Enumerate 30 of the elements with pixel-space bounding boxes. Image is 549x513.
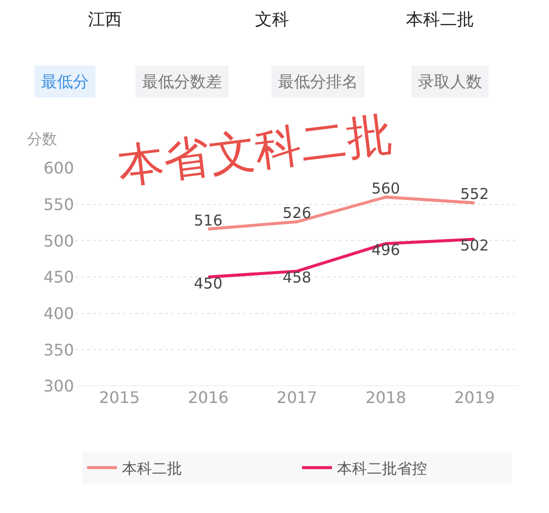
legend-label: 本科二批 xyxy=(122,460,182,478)
y-tick-label: 550 xyxy=(43,194,74,214)
text: 录取人数 xyxy=(418,72,482,91)
text: 最低分排名 xyxy=(278,72,358,91)
data-label: 552 xyxy=(460,185,489,204)
x-tick-label: 2018 xyxy=(365,388,406,407)
text: 文科 xyxy=(255,10,289,30)
y-tick-label: 600 xyxy=(43,158,74,178)
text: 本科二批 xyxy=(406,10,474,30)
x-tick-label: 2019 xyxy=(454,388,495,407)
x-tick-label: 2015 xyxy=(99,388,140,407)
text: 最低分数差 xyxy=(142,72,222,91)
data-label: 458 xyxy=(282,268,312,286)
text: 江西 xyxy=(88,10,122,30)
x-tick-label: 2017 xyxy=(276,388,318,407)
y-axis-title: 分数 xyxy=(27,130,57,148)
legend-label: 本科二批省控 xyxy=(337,460,427,478)
data-label: 450 xyxy=(194,274,223,292)
y-tick-label: 450 xyxy=(43,268,74,287)
data-label: 496 xyxy=(371,240,400,259)
data-label: 560 xyxy=(371,179,400,198)
y-tick-label: 400 xyxy=(43,304,74,323)
text: 最低分 xyxy=(41,72,89,91)
y-tick-label: 350 xyxy=(43,340,74,360)
x-tick-label: 2016 xyxy=(188,388,229,407)
data-label: 502 xyxy=(460,236,489,254)
data-label: 526 xyxy=(282,204,312,222)
y-tick-label: 500 xyxy=(43,231,74,250)
data-label: 516 xyxy=(194,211,223,230)
y-tick-label: 300 xyxy=(43,376,74,396)
